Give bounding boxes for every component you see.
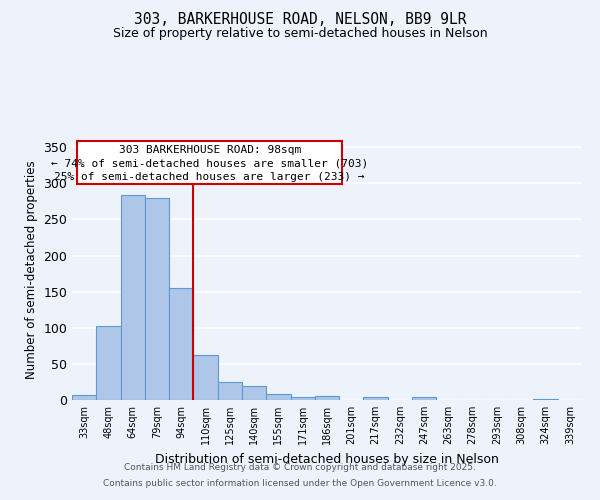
Bar (364, 397, 388, 400)
Text: 25% of semi-detached houses are larger (233) →: 25% of semi-detached houses are larger (… (55, 172, 365, 182)
FancyBboxPatch shape (77, 142, 342, 184)
Bar (266, 394, 290, 400)
Bar (218, 382, 242, 400)
Text: 303, BARKERHOUSE ROAD, NELSON, BB9 9LR: 303, BARKERHOUSE ROAD, NELSON, BB9 9LR (134, 12, 466, 28)
Bar (169, 288, 193, 400)
Bar (315, 396, 339, 400)
Bar (242, 386, 266, 400)
Bar (193, 354, 218, 400)
Bar (72, 395, 96, 400)
Text: Size of property relative to semi-detached houses in Nelson: Size of property relative to semi-detach… (113, 28, 487, 40)
Bar (412, 397, 436, 400)
Bar (121, 195, 145, 400)
X-axis label: Distribution of semi-detached houses by size in Nelson: Distribution of semi-detached houses by … (155, 452, 499, 466)
Text: Contains HM Land Registry data © Crown copyright and database right 2025.: Contains HM Land Registry data © Crown c… (124, 464, 476, 472)
Text: Contains public sector information licensed under the Open Government Licence v3: Contains public sector information licen… (103, 478, 497, 488)
Text: 303 BARKERHOUSE ROAD: 98sqm: 303 BARKERHOUSE ROAD: 98sqm (119, 145, 301, 155)
Y-axis label: Number of semi-detached properties: Number of semi-detached properties (25, 160, 38, 380)
Text: ← 74% of semi-detached houses are smaller (703): ← 74% of semi-detached houses are smalle… (51, 158, 368, 168)
Bar (533, 398, 558, 400)
Bar (290, 397, 315, 400)
Bar (96, 326, 121, 400)
Bar (145, 198, 169, 400)
